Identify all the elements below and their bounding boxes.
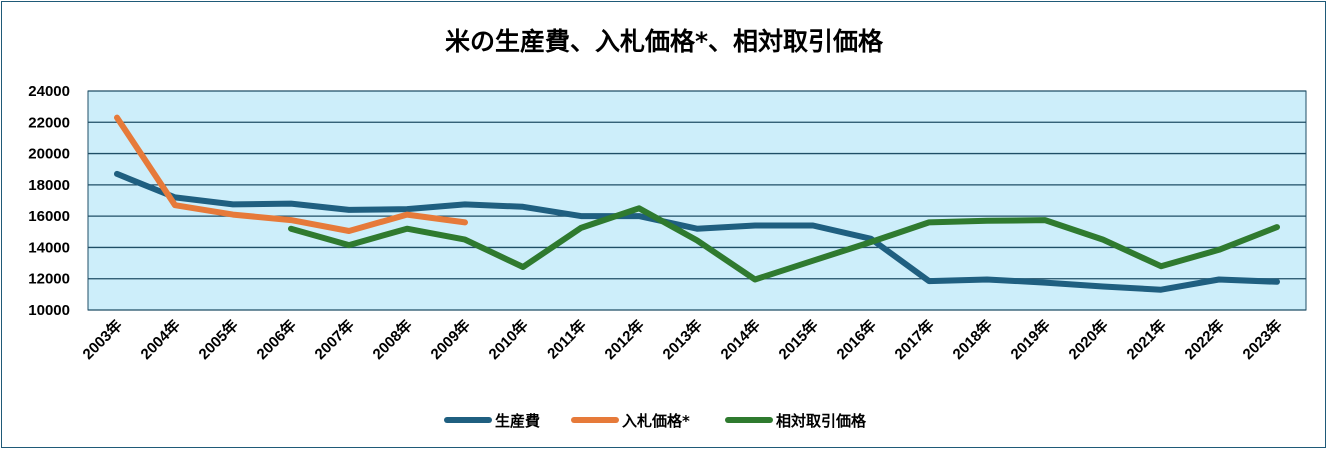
x-tick-label: 2017年 (891, 316, 938, 363)
y-tick-label: 20000 (28, 146, 70, 163)
x-tick-label: 2007年 (311, 316, 358, 363)
y-tick-label: 10000 (28, 302, 70, 319)
series-line (114, 114, 468, 234)
x-tick-label: 2010年 (485, 316, 532, 363)
x-tick-label: 2020年 (1065, 316, 1112, 363)
x-tick-label: 2004年 (137, 316, 184, 363)
x-tick-label: 2014年 (717, 316, 764, 363)
x-tick-label: 2015年 (775, 316, 822, 363)
y-tick-label: 24000 (28, 83, 70, 100)
x-tick-label: 2005年 (195, 316, 242, 363)
legend-label: 相対取引価格 (776, 412, 867, 430)
x-axis-tick-labels: 2003年 2004年 2005年 2006年 2007年 2008年 2009年 2010年… (79, 316, 1286, 363)
legend: 生産費 入札価格* 相対取引価格 (444, 412, 867, 430)
series-lines (114, 114, 1280, 293)
x-tick-label: 2019年 (1007, 316, 1054, 363)
x-tick-label: 2023年 (1239, 316, 1286, 363)
x-tick-label: 2021年 (1123, 316, 1170, 363)
chart-title: 米の生産費、入札価格*、相対取引価格 (445, 27, 884, 56)
x-tick-label: 2008年 (369, 316, 416, 363)
x-tick-label: 2012年 (601, 316, 648, 363)
y-tick-label: 14000 (28, 239, 70, 256)
x-tick-label: 2011年 (543, 316, 589, 362)
y-axis-tick-labels: 10000 12000 14000 16000 18000 20000 22000 24000 (28, 83, 70, 319)
x-tick-label: 2009年 (427, 316, 474, 363)
series-line (288, 205, 1280, 283)
x-tick-label: 2013年 (659, 316, 706, 363)
y-tick-label: 12000 (28, 271, 70, 288)
x-tick-label: 2022年 (1181, 316, 1228, 363)
x-tick-label: 2006年 (253, 316, 300, 363)
y-tick-label: 22000 (28, 114, 70, 131)
gridlines (88, 90, 1306, 311)
y-tick-label: 18000 (28, 177, 70, 194)
plot-area (87, 90, 1307, 311)
x-tick-label: 2016年 (833, 316, 880, 363)
legend-label: 生産費 (495, 412, 540, 430)
series-line (114, 170, 1280, 293)
y-tick-label: 16000 (28, 208, 70, 225)
x-tick-label: 2003年 (79, 316, 126, 363)
x-tick-label: 2018年 (949, 316, 996, 363)
legend-label: 入札価格* (622, 412, 690, 430)
